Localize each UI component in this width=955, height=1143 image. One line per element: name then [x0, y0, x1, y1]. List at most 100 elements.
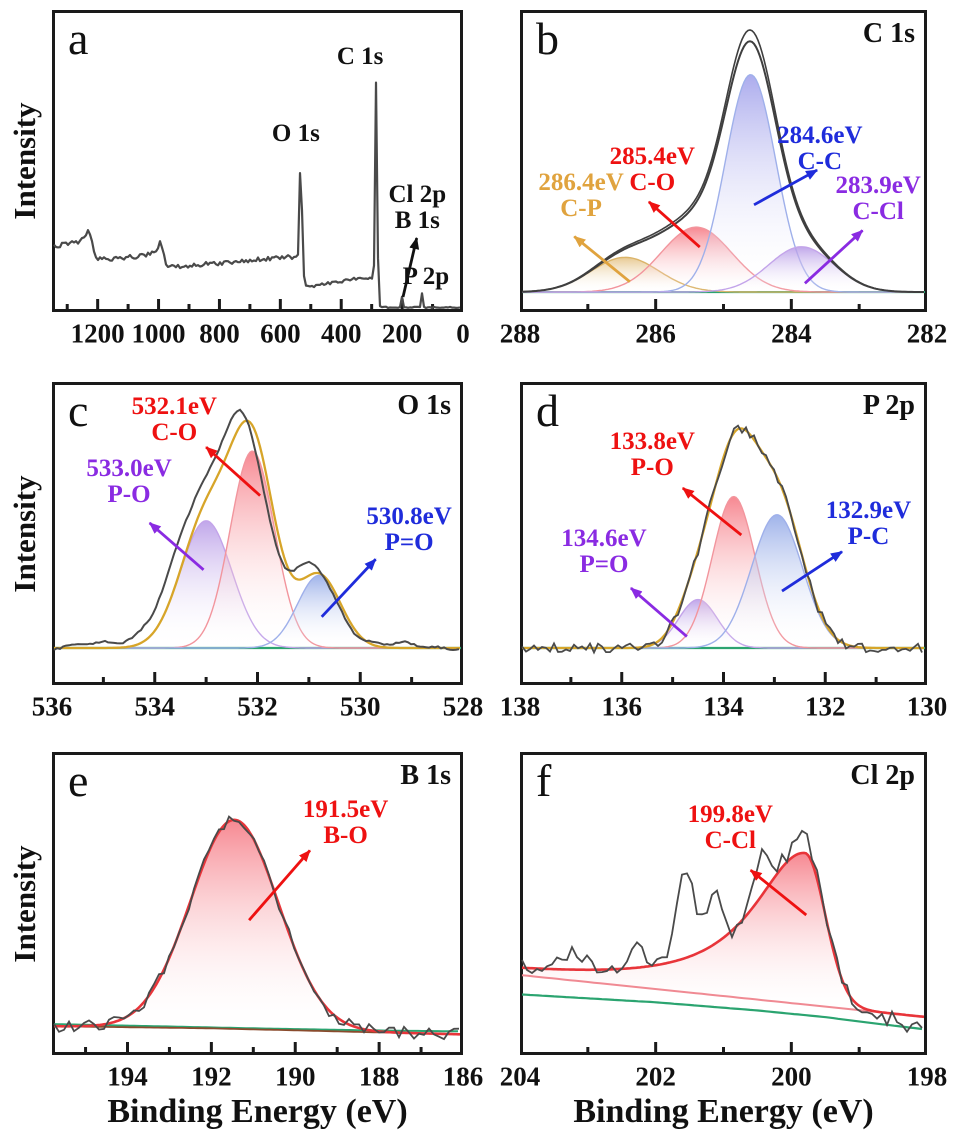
annotation-line: 132.9eV	[825, 497, 912, 525]
annotation-line: 530.8eV	[366, 503, 452, 531]
peak-fill-C-P	[522, 257, 925, 293]
annotation-C-O: 285.4eV C-O	[610, 144, 695, 196]
tick-label: 202	[635, 1061, 676, 1092]
panel-title: C 1s	[862, 18, 915, 49]
annotation-line: P-O	[107, 480, 151, 508]
annotation-line: C-Cl	[704, 826, 756, 854]
annotation-line: C-O	[151, 418, 198, 446]
annotation-C-Cl: 199.8eV C-Cl	[687, 800, 773, 854]
annotation-line: 199.8eV	[687, 800, 773, 828]
y-axis-label-row1: Intensity	[7, 102, 42, 220]
tick-label: 138	[499, 691, 541, 722]
annotation-C-O: 532.1eV C-O	[132, 393, 217, 446]
annotation-line: 284.6eV	[777, 121, 863, 149]
tick-label: 132	[805, 691, 846, 722]
annotation-line: B 1s	[394, 206, 440, 234]
annotation-line: 191.5eV	[302, 796, 389, 824]
annotation-line: 133.8eV	[609, 427, 695, 455]
annotation-line: B-O	[323, 822, 368, 850]
peak-fill-C-C	[522, 74, 925, 293]
annotation-arrow-C-Cl	[749, 869, 808, 917]
panel-d-frame	[520, 382, 927, 685]
annotation-arrow-P=O	[629, 586, 688, 638]
panel-e-frame	[52, 752, 463, 1055]
annotation-line: P=O	[384, 529, 434, 557]
peak-fill-C-Cl	[522, 852, 925, 1017]
panel-letter-c: c	[68, 385, 89, 436]
baseline-green	[53, 1023, 458, 1033]
panel-letter-f: f	[536, 755, 552, 806]
annotation-line: Cl 2p	[388, 180, 447, 208]
tick-label: 198	[906, 1061, 948, 1092]
tick-label: 536	[31, 691, 73, 722]
panel-title: O 1s	[397, 390, 451, 421]
peak-fill-B-O	[54, 819, 461, 1035]
tick-label: 600	[260, 318, 301, 349]
tick-label: 134	[703, 691, 744, 722]
annotation-line: C-Cl	[852, 197, 904, 225]
annotation-B-O: 191.5eV B-O	[303, 797, 388, 849]
tick-label: 528	[442, 691, 484, 722]
tick-label: 286	[635, 318, 676, 349]
annotation-C-C: 284.6eV C-C	[777, 121, 863, 175]
annotation-line: P-O	[630, 453, 674, 481]
annotation-B1s: Cl 2p B 1s	[388, 180, 447, 234]
raw-envelope-line-2	[521, 29, 924, 293]
annotation-arrow-P=O	[320, 558, 377, 618]
panel-c-frame	[52, 382, 463, 685]
y-axis-label-row3: Intensity	[7, 844, 42, 963]
annotation-arrow-C-O	[647, 200, 701, 249]
raw-data-line	[53, 815, 460, 1041]
raw-data-line	[521, 424, 923, 655]
annotation-line: C-P	[560, 194, 602, 222]
tick-label: 284	[771, 318, 812, 349]
baseline-green	[521, 993, 923, 1031]
tick-label: 1200	[70, 318, 125, 349]
tick-label: 192	[191, 1061, 232, 1092]
x-axis-label-col2: Binding Energy (eV)	[573, 1093, 874, 1130]
annotation-line: O 1s	[271, 119, 320, 147]
panel-letter-d: d	[536, 385, 559, 436]
raw-data-line	[53, 408, 460, 652]
annotation-C1s: C 1s	[337, 43, 384, 70]
annotation-line: 286.4eV	[538, 168, 624, 196]
tick-label: 200	[771, 1061, 812, 1092]
annotation-line: C-C	[797, 147, 843, 175]
x-axis-label-col1: Binding Energy (eV)	[107, 1093, 408, 1130]
peak-fill-C-Cl	[522, 246, 925, 293]
tick-label: 194	[107, 1061, 148, 1092]
fit-envelope-gold	[522, 427, 924, 650]
panel-b-frame	[520, 10, 927, 312]
annotation-line: 285.4eV	[609, 143, 695, 171]
annotation-P-O: 133.8eV P-O	[609, 427, 695, 481]
annotation-arrow-P-C	[781, 550, 843, 593]
annotation-arrow-P-O	[148, 521, 205, 571]
panel-f-frame	[520, 752, 927, 1055]
peak-fill-P-O	[522, 496, 925, 649]
tick-label: 400	[320, 318, 362, 349]
panel-title: Cl 2p	[850, 760, 915, 791]
panel-letter-e: e	[68, 755, 89, 806]
tick-label: 1000	[131, 318, 186, 349]
annotation-arrow-C-Cl	[803, 229, 864, 285]
annotation-arrow-C-C	[753, 168, 818, 207]
annotation-P2p: P 2p	[403, 264, 450, 290]
fit-line-red	[521, 851, 925, 1019]
tick-label: 188	[358, 1061, 400, 1092]
raw-data-line	[521, 829, 923, 1034]
tick-label: 534	[134, 691, 176, 722]
tick-label: 136	[601, 691, 643, 722]
tick-label: 0	[456, 318, 470, 349]
tick-label: 530	[340, 691, 381, 722]
annotation-line: 533.0eV	[86, 454, 172, 482]
tick-label: 186	[442, 1061, 484, 1092]
tick-label: 282	[906, 318, 948, 349]
annotation-C-P: 286.4eV C-P	[538, 168, 624, 222]
panel-letter-a: a	[68, 13, 89, 64]
annotation-line: P 2p	[402, 263, 450, 291]
annotation-line: P-C	[847, 523, 890, 551]
annotation-P=O: 530.8eV P=O	[366, 504, 451, 556]
annotation-line: P=O	[579, 550, 629, 578]
